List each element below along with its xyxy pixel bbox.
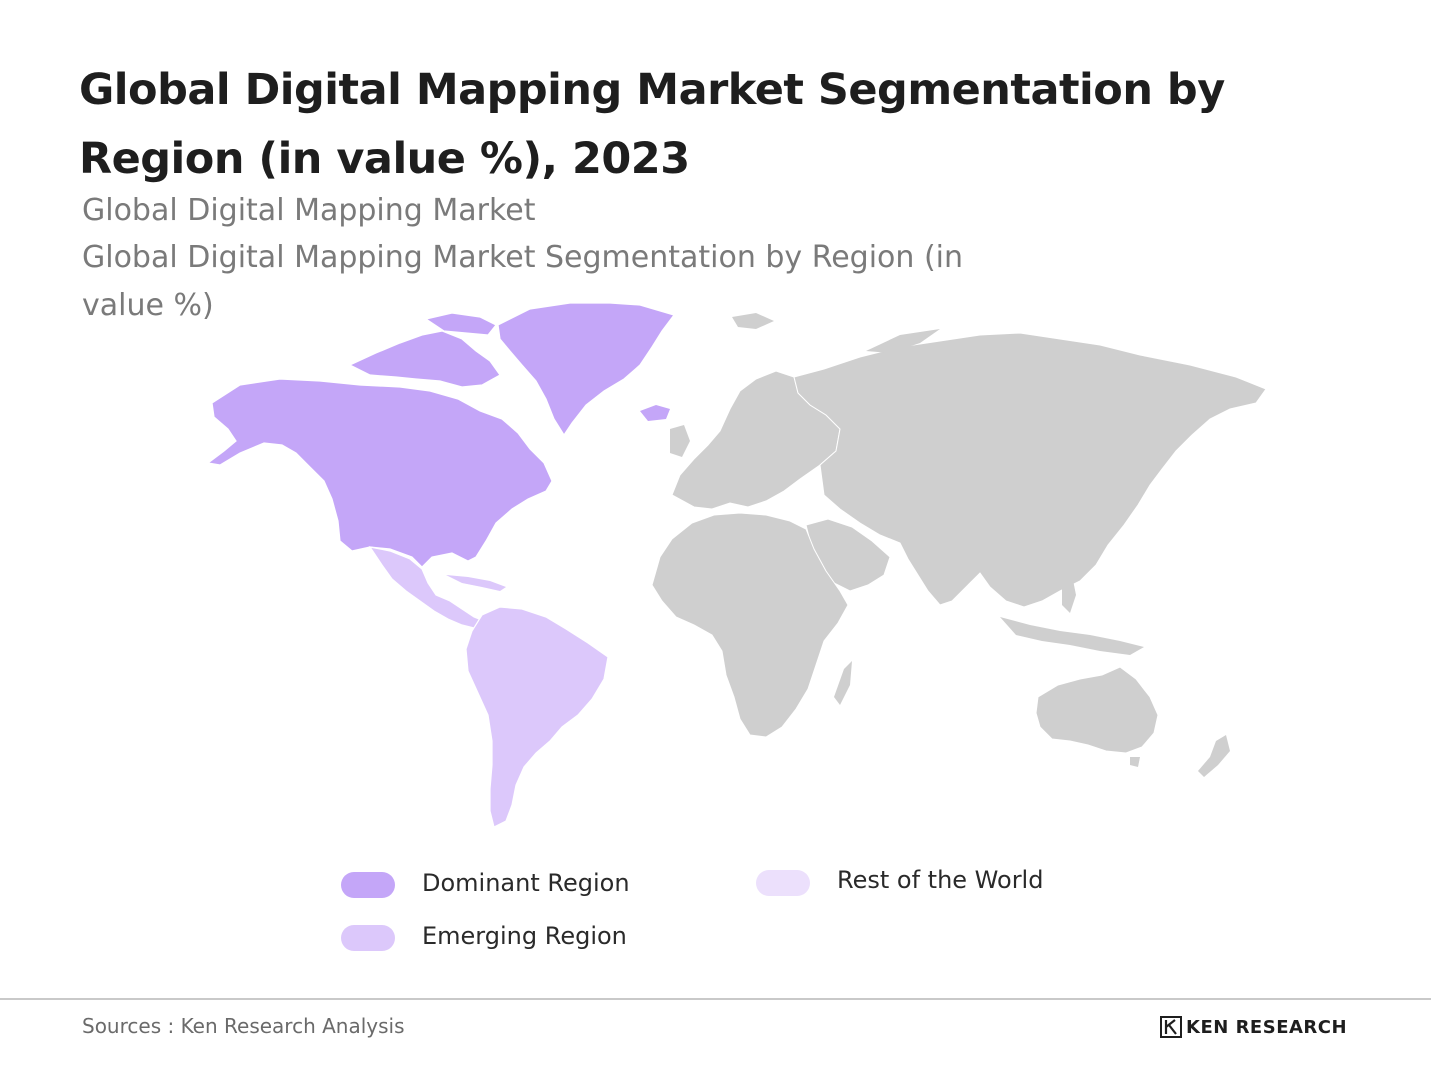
south-america	[465, 606, 609, 828]
legend-swatch-emerging	[341, 925, 395, 951]
iceland	[640, 405, 670, 421]
ken-research-logo: KEN RESEARCH	[1160, 1016, 1347, 1038]
logo-text: KEN RESEARCH	[1186, 1016, 1348, 1038]
asia	[793, 332, 1267, 608]
canada-north-islands-2	[424, 312, 497, 336]
kr-monogram-icon	[1160, 1016, 1182, 1038]
arctic-islands-asia	[866, 329, 940, 353]
greenland	[497, 302, 675, 437]
svalbard	[732, 313, 774, 329]
world-map	[206, 302, 1267, 828]
new-zealand	[1198, 735, 1230, 777]
canada-arctic-islands	[348, 330, 501, 388]
uk-ireland	[670, 425, 690, 457]
legend-label-emerging: Emerging Region	[422, 922, 627, 950]
australia	[1035, 666, 1159, 754]
legend-swatch-rest	[756, 870, 810, 896]
japan	[1104, 447, 1136, 511]
legend-swatch-dominant	[341, 872, 395, 898]
caribbean	[446, 575, 506, 591]
source-note: Sources : Ken Research Analysis	[82, 1014, 405, 1038]
africa	[651, 512, 849, 738]
legend-label-dominant: Dominant Region	[422, 869, 630, 897]
southeast-asia-islands	[1000, 617, 1144, 655]
subtitle-segmentation: Global Digital Mapping Market Segmentati…	[82, 240, 964, 323]
philippines	[1062, 575, 1076, 613]
tasmania	[1130, 757, 1140, 767]
chart-title: Global Digital Mapping Market Segmentati…	[79, 65, 1225, 184]
madagascar	[834, 661, 852, 705]
north-america-region	[206, 378, 553, 568]
subtitle-market: Global Digital Mapping Market	[82, 193, 536, 228]
footer-divider	[0, 998, 1431, 1000]
legend-label-rest: Rest of the World	[837, 866, 1044, 894]
